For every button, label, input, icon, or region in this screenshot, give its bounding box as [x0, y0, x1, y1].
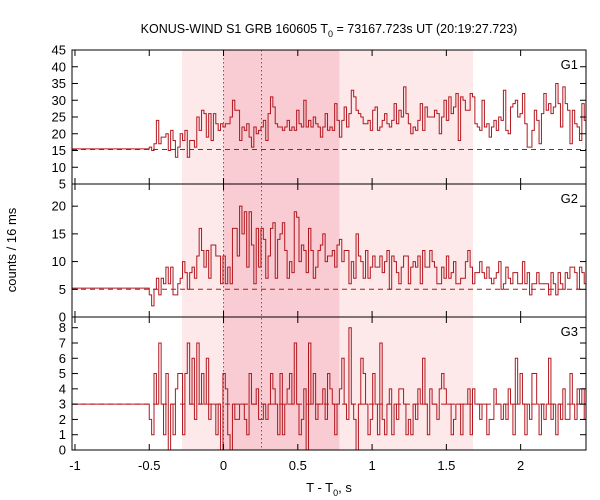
chart-title-part: = 73167.723s UT (20:19:27.723) — [333, 22, 517, 36]
histogram-G2 — [72, 205, 587, 312]
ticks — [72, 49, 586, 451]
channel-label-G2: G2 — [561, 191, 578, 206]
ytick-label-G2-0: 0 — [59, 310, 66, 325]
ytick-label-G3-3: 3 — [59, 397, 66, 412]
ytick-label-G3-8: 8 — [59, 320, 66, 335]
xtick-label-2: 0 — [220, 458, 227, 473]
ytick-label-G1-2: 15 — [52, 143, 66, 158]
ytick-label-G3-7: 7 — [59, 335, 66, 350]
ytick-label-G1-4: 25 — [52, 110, 66, 125]
ytick-label-G2-4: 20 — [52, 199, 66, 214]
ytick-label-G1-3: 20 — [52, 126, 66, 141]
ytick-label-G1-7: 40 — [52, 59, 66, 74]
count-histograms — [72, 83, 587, 451]
x-axis-label-subscript: 0 — [333, 488, 338, 498]
x-axis-label: T - T0, s — [306, 480, 352, 498]
x-axis-label-part: T - T — [306, 480, 333, 495]
ytick-label-G1-1: 10 — [52, 160, 66, 175]
panel-frame-G3 — [71, 316, 587, 451]
ytick-label-G1-0: 5 — [59, 177, 66, 192]
channel-label-G1: G1 — [561, 57, 578, 72]
xtick-label-0: -1 — [69, 458, 81, 473]
ytick-label-G3-6: 6 — [59, 351, 66, 366]
chart-title: KONUS-WIND S1 GRB 160605 T0 = 73167.723s… — [141, 22, 518, 39]
x-axis-label-part: , s — [338, 480, 352, 495]
ytick-label-G2-1: 5 — [59, 282, 66, 297]
ytick-label-G3-0: 0 — [59, 443, 66, 458]
vertical-markers — [223, 50, 262, 450]
chart-title-subscript: 0 — [328, 29, 333, 39]
xtick-label-4: 1 — [368, 458, 375, 473]
xtick-label-3: 0.5 — [289, 458, 307, 473]
histogram-G1 — [72, 83, 587, 164]
ytick-label-G1-8: 45 — [52, 43, 66, 58]
chart-title-part: KONUS-WIND S1 GRB 160605 T — [141, 22, 329, 36]
xtick-label-5: 1.5 — [437, 458, 455, 473]
histogram-G3 — [72, 327, 587, 451]
xtick-label-6: 2 — [517, 458, 524, 473]
ytick-label-G2-2: 10 — [52, 254, 66, 269]
ytick-label-G3-1: 1 — [59, 427, 66, 442]
ytick-label-G2-3: 15 — [52, 226, 66, 241]
ytick-label-G3-4: 4 — [59, 381, 66, 396]
ytick-label-G1-6: 35 — [52, 76, 66, 91]
ytick-label-G3-5: 5 — [59, 366, 66, 381]
shaded-interval-1 — [223, 50, 340, 450]
ytick-label-G3-2: 2 — [59, 412, 66, 427]
channel-label-G3: G3 — [561, 324, 578, 339]
xtick-label-1: -0.5 — [138, 458, 160, 473]
ytick-label-G1-5: 30 — [52, 93, 66, 108]
y-axis-label: counts / 16 ms — [4, 207, 19, 292]
